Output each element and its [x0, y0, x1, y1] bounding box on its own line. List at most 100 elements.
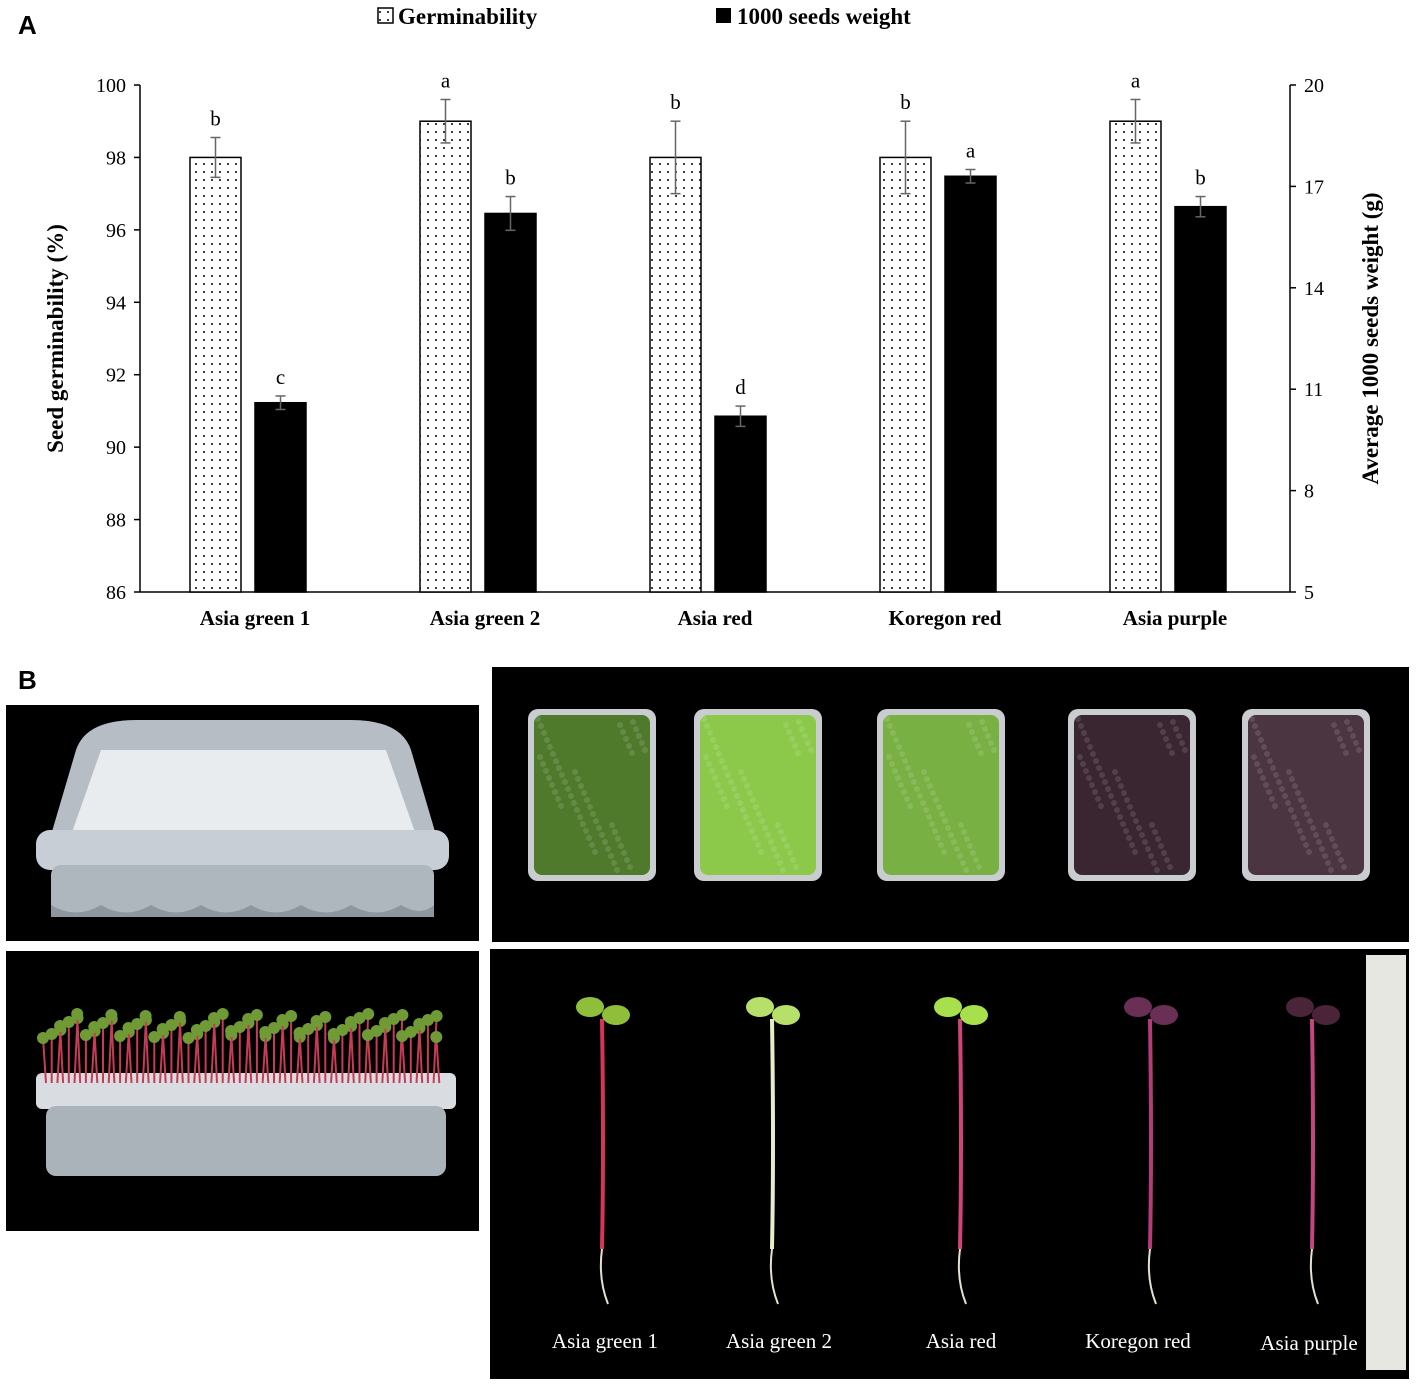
seedling-cotyledon [772, 1005, 800, 1025]
x-tick-label: Asia green 2 [430, 606, 540, 630]
sprout-stem [161, 1028, 167, 1084]
legend-label-germinability: Germinability [398, 4, 538, 29]
seedlings-photo: Asia green 1 Asia green 2 Asia red Koreg… [490, 949, 1409, 1379]
leaf-highlight [898, 782, 904, 788]
seedling-cotyledon [1150, 1005, 1178, 1025]
leaf-highlight [747, 790, 753, 796]
leaf-highlight [715, 782, 721, 788]
leaf-highlight [966, 722, 972, 728]
leaf-highlight [795, 750, 801, 756]
leaf-highlight [1285, 800, 1291, 806]
sprout-leaf [285, 1010, 298, 1022]
leaf-highlight [728, 779, 734, 785]
sprouted-tray-illustration [36, 1008, 456, 1176]
leaf-highlight [626, 743, 632, 749]
leaf-highlight [1303, 842, 1309, 848]
leaf-highlight [1149, 822, 1155, 828]
leaf-highlight [975, 743, 981, 749]
leaf-highlight [624, 857, 630, 863]
y-tick-label-left: 100 [96, 75, 126, 97]
legend-swatch-germinability [377, 7, 394, 24]
leaf-highlight [710, 737, 716, 743]
leaf-highlight [581, 790, 587, 796]
sprout-stem [93, 1026, 99, 1084]
leaf-highlight [902, 758, 908, 764]
sprout-leaf [250, 1009, 263, 1021]
seedling-hypocotyl [1148, 1018, 1153, 1250]
leaf-highlight [1182, 747, 1188, 753]
leaf-highlight [1347, 726, 1353, 732]
leaf-highlight [979, 719, 985, 725]
significance-letter: a [966, 139, 976, 163]
sprout-stem [364, 1013, 370, 1084]
leaf-highlight [1322, 853, 1328, 859]
leaf-highlight [1115, 776, 1121, 782]
leaf-highlight [1099, 772, 1105, 778]
leaf-highlight [895, 775, 901, 781]
leaf-highlight [901, 789, 907, 795]
leaf-highlight [741, 776, 747, 782]
germinability-bar [1109, 120, 1162, 593]
leaf-highlight [578, 783, 584, 789]
leaf-highlight [942, 818, 948, 824]
leaf-highlight [1257, 768, 1263, 774]
leaf-highlight [917, 793, 923, 799]
panel-label-a: A [18, 10, 37, 40]
leaf-highlight [1298, 797, 1304, 803]
leaf-highlight [805, 740, 811, 746]
leaf-highlight [890, 730, 896, 736]
leaf-highlight [535, 716, 541, 722]
microgreen-canopy [1074, 715, 1190, 875]
leaf-highlight [574, 807, 580, 813]
leaf-highlight [1325, 860, 1331, 866]
seedling-root [1309, 1248, 1319, 1305]
leaf-highlight [1252, 723, 1258, 729]
sprout-stem [59, 1025, 65, 1084]
leaf-highlight [935, 835, 941, 841]
leaf-highlight [887, 723, 893, 729]
leaf-highlight [719, 758, 725, 764]
leaf-highlight [768, 839, 774, 845]
leaf-highlight [617, 722, 623, 728]
significance-letter: d [735, 375, 746, 399]
seedling-hypocotyl [600, 1018, 605, 1250]
leaf-highlight [758, 849, 764, 855]
germinability-bar [419, 120, 472, 593]
leaf-highlight [1282, 793, 1288, 799]
leaf-highlight [1129, 842, 1135, 848]
x-tick-label: Asia purple [1123, 606, 1227, 630]
legend-label-seed-weight: 1000 seeds weight [737, 4, 911, 29]
leaf-highlight [1108, 793, 1114, 799]
y-tick-label-left: 96 [106, 220, 126, 242]
leaf-highlight [627, 864, 633, 870]
leaf-highlight [1292, 783, 1298, 789]
sprout-stem [349, 1021, 355, 1084]
leaf-highlight [759, 818, 765, 824]
leaf-highlight [544, 737, 550, 743]
leaf-highlight [780, 867, 786, 873]
leaf-highlight [750, 797, 756, 803]
seedling-hypocotyl [958, 1018, 963, 1250]
sprout-leaf [319, 1011, 332, 1023]
leaf-highlight [706, 761, 712, 767]
leaf-highlight [731, 786, 737, 792]
seedlings-illustration [576, 955, 1406, 1370]
germinability-bar [649, 156, 702, 593]
leaf-highlight [1294, 821, 1300, 827]
leaf-highlight [546, 775, 552, 781]
leaf-highlight [1102, 779, 1108, 785]
leaf-highlight [961, 829, 967, 835]
leaf-highlight [929, 821, 935, 827]
leaf-highlight [1326, 829, 1332, 835]
seedling-cotyledon [1312, 1005, 1340, 1025]
x-tick-label: Asia green 1 [200, 606, 310, 630]
significance-letter: b [505, 166, 516, 190]
leaf-highlight [724, 803, 730, 809]
sprout-stem [384, 1022, 389, 1084]
seedling-hypocotyl [1310, 1018, 1315, 1250]
seedling-root [957, 1248, 967, 1305]
leaf-highlight [609, 822, 615, 828]
leaf-highlight [1154, 867, 1160, 873]
leaf-highlight [1266, 789, 1272, 795]
leaf-highlight [615, 836, 621, 842]
